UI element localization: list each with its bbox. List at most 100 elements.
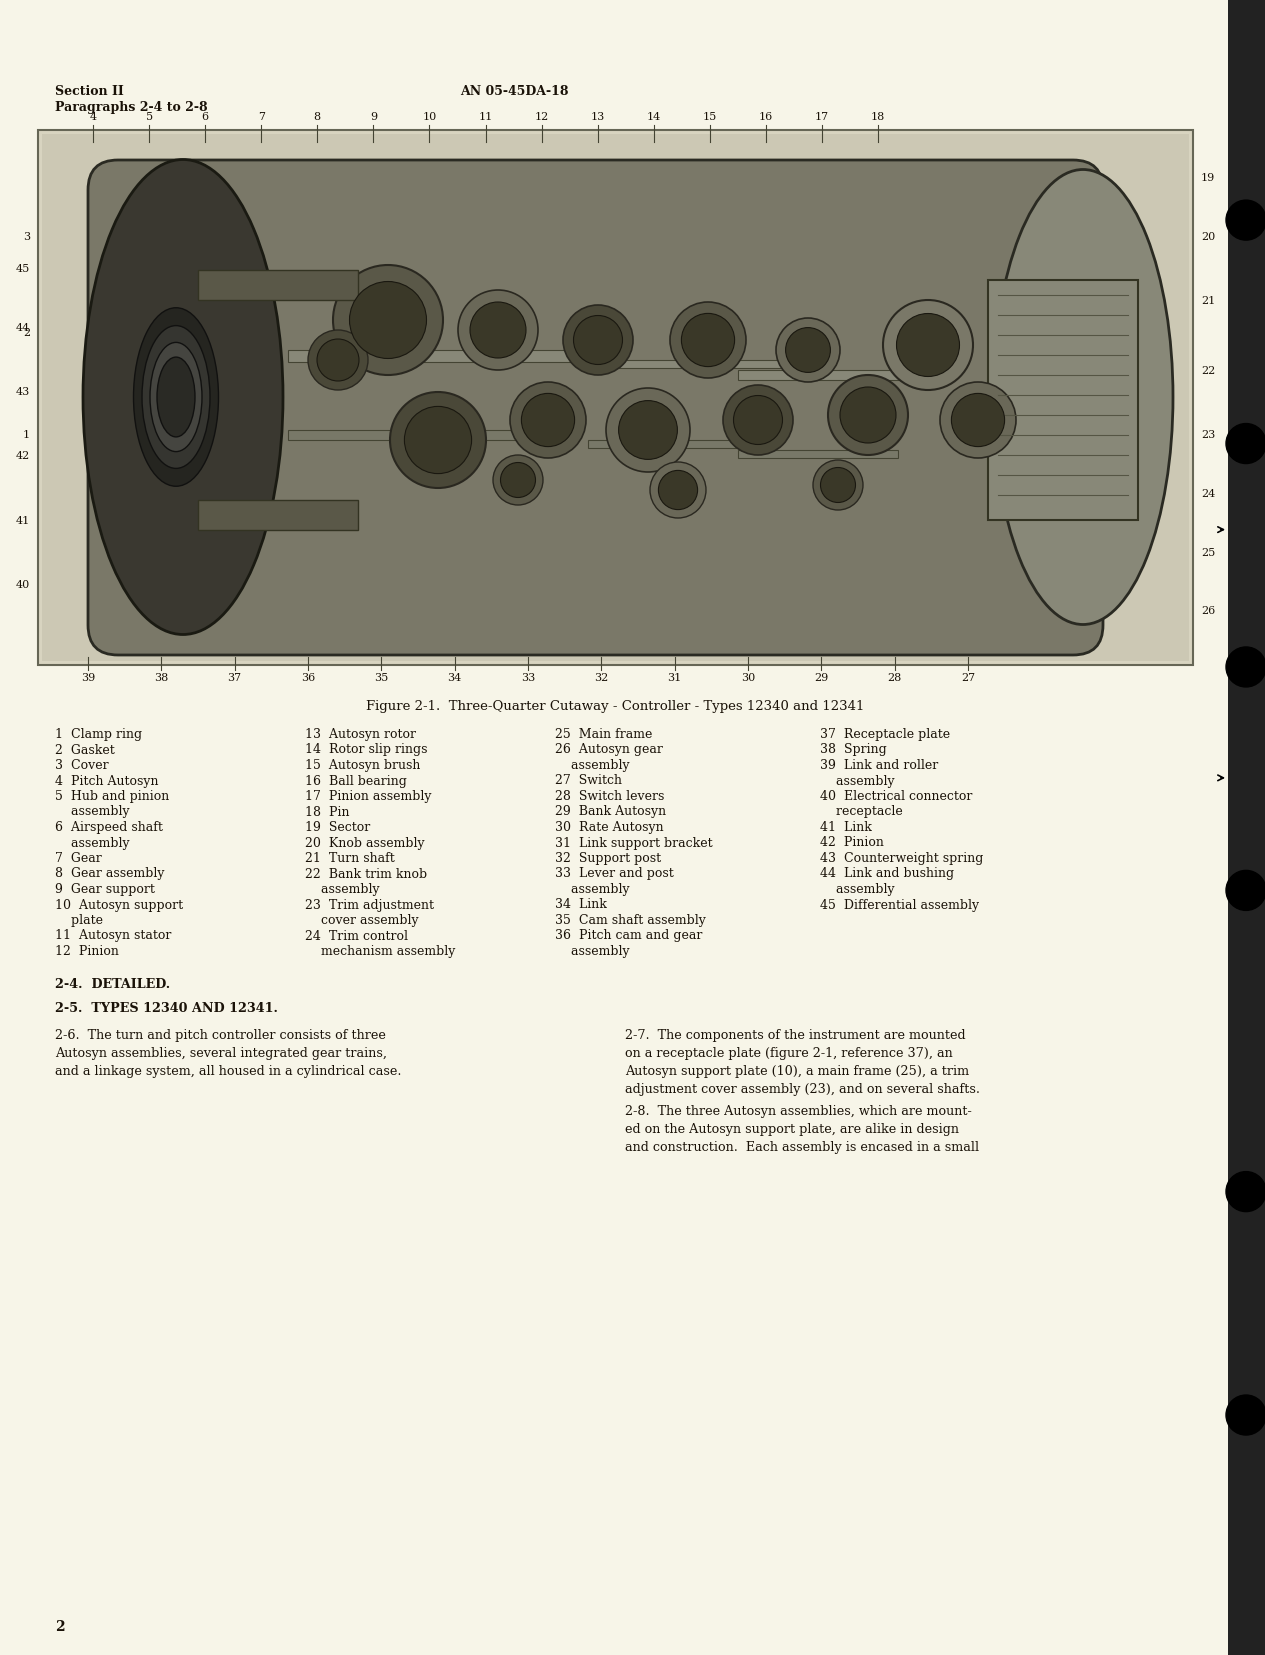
Text: 36  Pitch cam and gear: 36 Pitch cam and gear — [555, 930, 702, 942]
Text: 41  Link: 41 Link — [820, 821, 872, 834]
Text: 37: 37 — [228, 674, 242, 684]
Text: 13: 13 — [591, 113, 605, 122]
Text: 24  Trim control: 24 Trim control — [305, 930, 409, 942]
Text: 26  Autosyn gear: 26 Autosyn gear — [555, 743, 663, 756]
Text: 2-5.  TYPES 12340 AND 12341.: 2-5. TYPES 12340 AND 12341. — [54, 1003, 278, 1016]
Circle shape — [493, 455, 543, 505]
Text: assembly: assembly — [555, 760, 630, 771]
Text: 5  Hub and pinion: 5 Hub and pinion — [54, 789, 170, 803]
Bar — [288, 430, 538, 440]
Bar — [588, 440, 768, 449]
Text: assembly: assembly — [555, 884, 630, 895]
Text: 17: 17 — [815, 113, 829, 122]
Ellipse shape — [151, 343, 202, 452]
Text: 25  Main frame: 25 Main frame — [555, 728, 653, 741]
Text: 29: 29 — [815, 674, 829, 684]
Text: 35  Cam shaft assembly: 35 Cam shaft assembly — [555, 914, 706, 927]
Text: assembly: assembly — [820, 884, 894, 895]
Circle shape — [821, 467, 855, 503]
Text: 23: 23 — [1200, 430, 1216, 440]
Text: 1  Clamp ring: 1 Clamp ring — [54, 728, 142, 741]
Text: 42  Pinion: 42 Pinion — [820, 836, 884, 849]
Circle shape — [724, 386, 793, 455]
Text: 13  Autosyn rotor: 13 Autosyn rotor — [305, 728, 416, 741]
Bar — [42, 134, 1189, 660]
Ellipse shape — [157, 357, 195, 437]
Text: 21  Turn shaft: 21 Turn shaft — [305, 852, 395, 866]
Circle shape — [619, 401, 677, 460]
Ellipse shape — [134, 308, 219, 487]
Circle shape — [573, 316, 622, 364]
Circle shape — [1226, 424, 1265, 463]
Text: 16: 16 — [759, 113, 773, 122]
Circle shape — [318, 339, 359, 381]
Ellipse shape — [1015, 318, 1135, 417]
Text: 15: 15 — [702, 113, 717, 122]
Text: 20  Knob assembly: 20 Knob assembly — [305, 836, 425, 849]
Text: 4: 4 — [90, 113, 96, 122]
Circle shape — [840, 387, 896, 444]
Circle shape — [1226, 200, 1265, 240]
Text: 39  Link and roller: 39 Link and roller — [820, 760, 939, 771]
Text: 3  Cover: 3 Cover — [54, 760, 109, 771]
Text: 33  Lever and post: 33 Lever and post — [555, 867, 674, 880]
Text: 5: 5 — [145, 113, 153, 122]
Text: 20: 20 — [1200, 232, 1216, 242]
Text: 40: 40 — [15, 579, 30, 589]
Circle shape — [829, 376, 908, 455]
Text: 2-4.  DETAILED.: 2-4. DETAILED. — [54, 978, 170, 991]
FancyBboxPatch shape — [89, 161, 1103, 655]
Text: 31: 31 — [668, 674, 682, 684]
Text: 25: 25 — [1200, 548, 1216, 558]
Text: 14: 14 — [646, 113, 660, 122]
Text: 2-6.  The turn and pitch controller consists of three
Autosyn assemblies, severa: 2-6. The turn and pitch controller consi… — [54, 1028, 401, 1077]
Bar — [737, 450, 898, 458]
Text: 12: 12 — [534, 113, 549, 122]
Text: 37  Receptacle plate: 37 Receptacle plate — [820, 728, 950, 741]
Text: 10  Autosyn support: 10 Autosyn support — [54, 899, 183, 912]
Text: 2  Gasket: 2 Gasket — [54, 743, 115, 756]
Text: 8  Gear assembly: 8 Gear assembly — [54, 867, 164, 880]
Text: 18: 18 — [870, 113, 886, 122]
Circle shape — [1226, 871, 1265, 910]
Text: 2: 2 — [23, 328, 30, 338]
Circle shape — [458, 290, 538, 371]
Text: 38: 38 — [154, 674, 168, 684]
Circle shape — [1226, 1395, 1265, 1435]
Text: 16  Ball bearing: 16 Ball bearing — [305, 775, 407, 788]
Text: 31  Link support bracket: 31 Link support bracket — [555, 836, 712, 849]
Text: 32: 32 — [595, 674, 608, 684]
Text: 45  Differential assembly: 45 Differential assembly — [820, 899, 979, 912]
Circle shape — [405, 407, 472, 473]
Text: 9: 9 — [369, 113, 377, 122]
Text: 15  Autosyn brush: 15 Autosyn brush — [305, 760, 420, 771]
Text: 7: 7 — [258, 113, 264, 122]
Circle shape — [650, 462, 706, 518]
Text: 33: 33 — [521, 674, 535, 684]
Circle shape — [510, 382, 586, 458]
Text: 12  Pinion: 12 Pinion — [54, 945, 119, 958]
Text: Paragraphs 2-4 to 2-8: Paragraphs 2-4 to 2-8 — [54, 101, 207, 114]
Text: assembly: assembly — [54, 806, 129, 819]
Circle shape — [940, 382, 1016, 458]
Circle shape — [606, 387, 689, 472]
Text: 38  Spring: 38 Spring — [820, 743, 887, 756]
Circle shape — [734, 396, 783, 445]
Bar — [288, 349, 588, 362]
Text: 23  Trim adjustment: 23 Trim adjustment — [305, 899, 434, 912]
Text: assembly: assembly — [820, 775, 894, 788]
Text: assembly: assembly — [555, 945, 630, 958]
Text: 44: 44 — [15, 323, 30, 333]
Circle shape — [390, 392, 486, 488]
Circle shape — [349, 281, 426, 359]
Text: 28: 28 — [888, 674, 902, 684]
Text: 39: 39 — [81, 674, 95, 684]
Text: 27  Switch: 27 Switch — [555, 775, 622, 788]
Circle shape — [951, 394, 1004, 447]
Bar — [199, 500, 358, 530]
Text: Section II: Section II — [54, 84, 124, 98]
Text: 30  Rate Autosyn: 30 Rate Autosyn — [555, 821, 664, 834]
Text: 32  Support post: 32 Support post — [555, 852, 662, 866]
Text: 11  Autosyn stator: 11 Autosyn stator — [54, 930, 171, 942]
Circle shape — [563, 305, 632, 376]
